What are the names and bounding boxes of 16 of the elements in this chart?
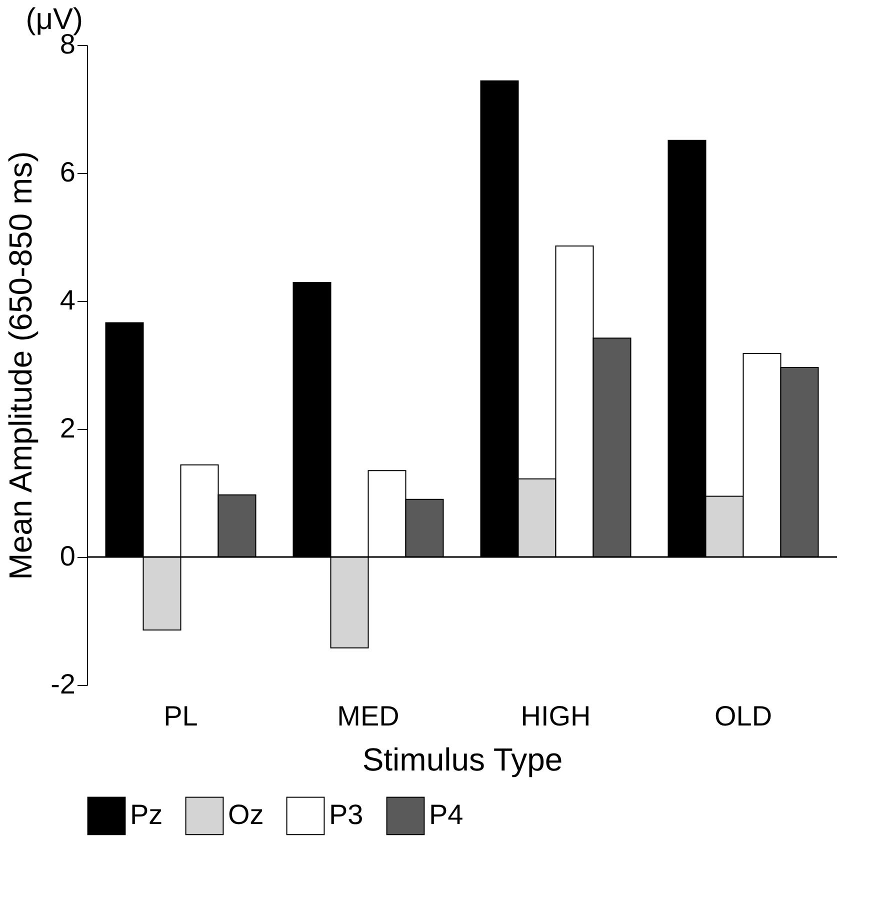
- legend-label: Oz: [228, 798, 264, 830]
- y-tick-label: -2: [50, 668, 76, 700]
- legend-label: P3: [329, 798, 364, 830]
- y-tick-label: 0: [60, 540, 76, 572]
- x-axis-title: Stimulus Type: [362, 742, 563, 778]
- x-tick-label: HIGH: [520, 700, 591, 732]
- text: (μV): [26, 3, 83, 36]
- x-tick-label: OLD: [714, 700, 772, 732]
- y-tick-label: 6: [60, 156, 76, 188]
- y-axis-title: Mean Amplitude (650-850 ms): [2, 151, 39, 580]
- legend-label: P4: [429, 798, 464, 830]
- y-tick-label: 4: [60, 284, 76, 316]
- x-tick-label: PL: [164, 700, 198, 732]
- legend-label: Pz: [130, 798, 163, 830]
- y-tick-label: 2: [60, 412, 76, 444]
- x-tick-label: MED: [337, 700, 400, 732]
